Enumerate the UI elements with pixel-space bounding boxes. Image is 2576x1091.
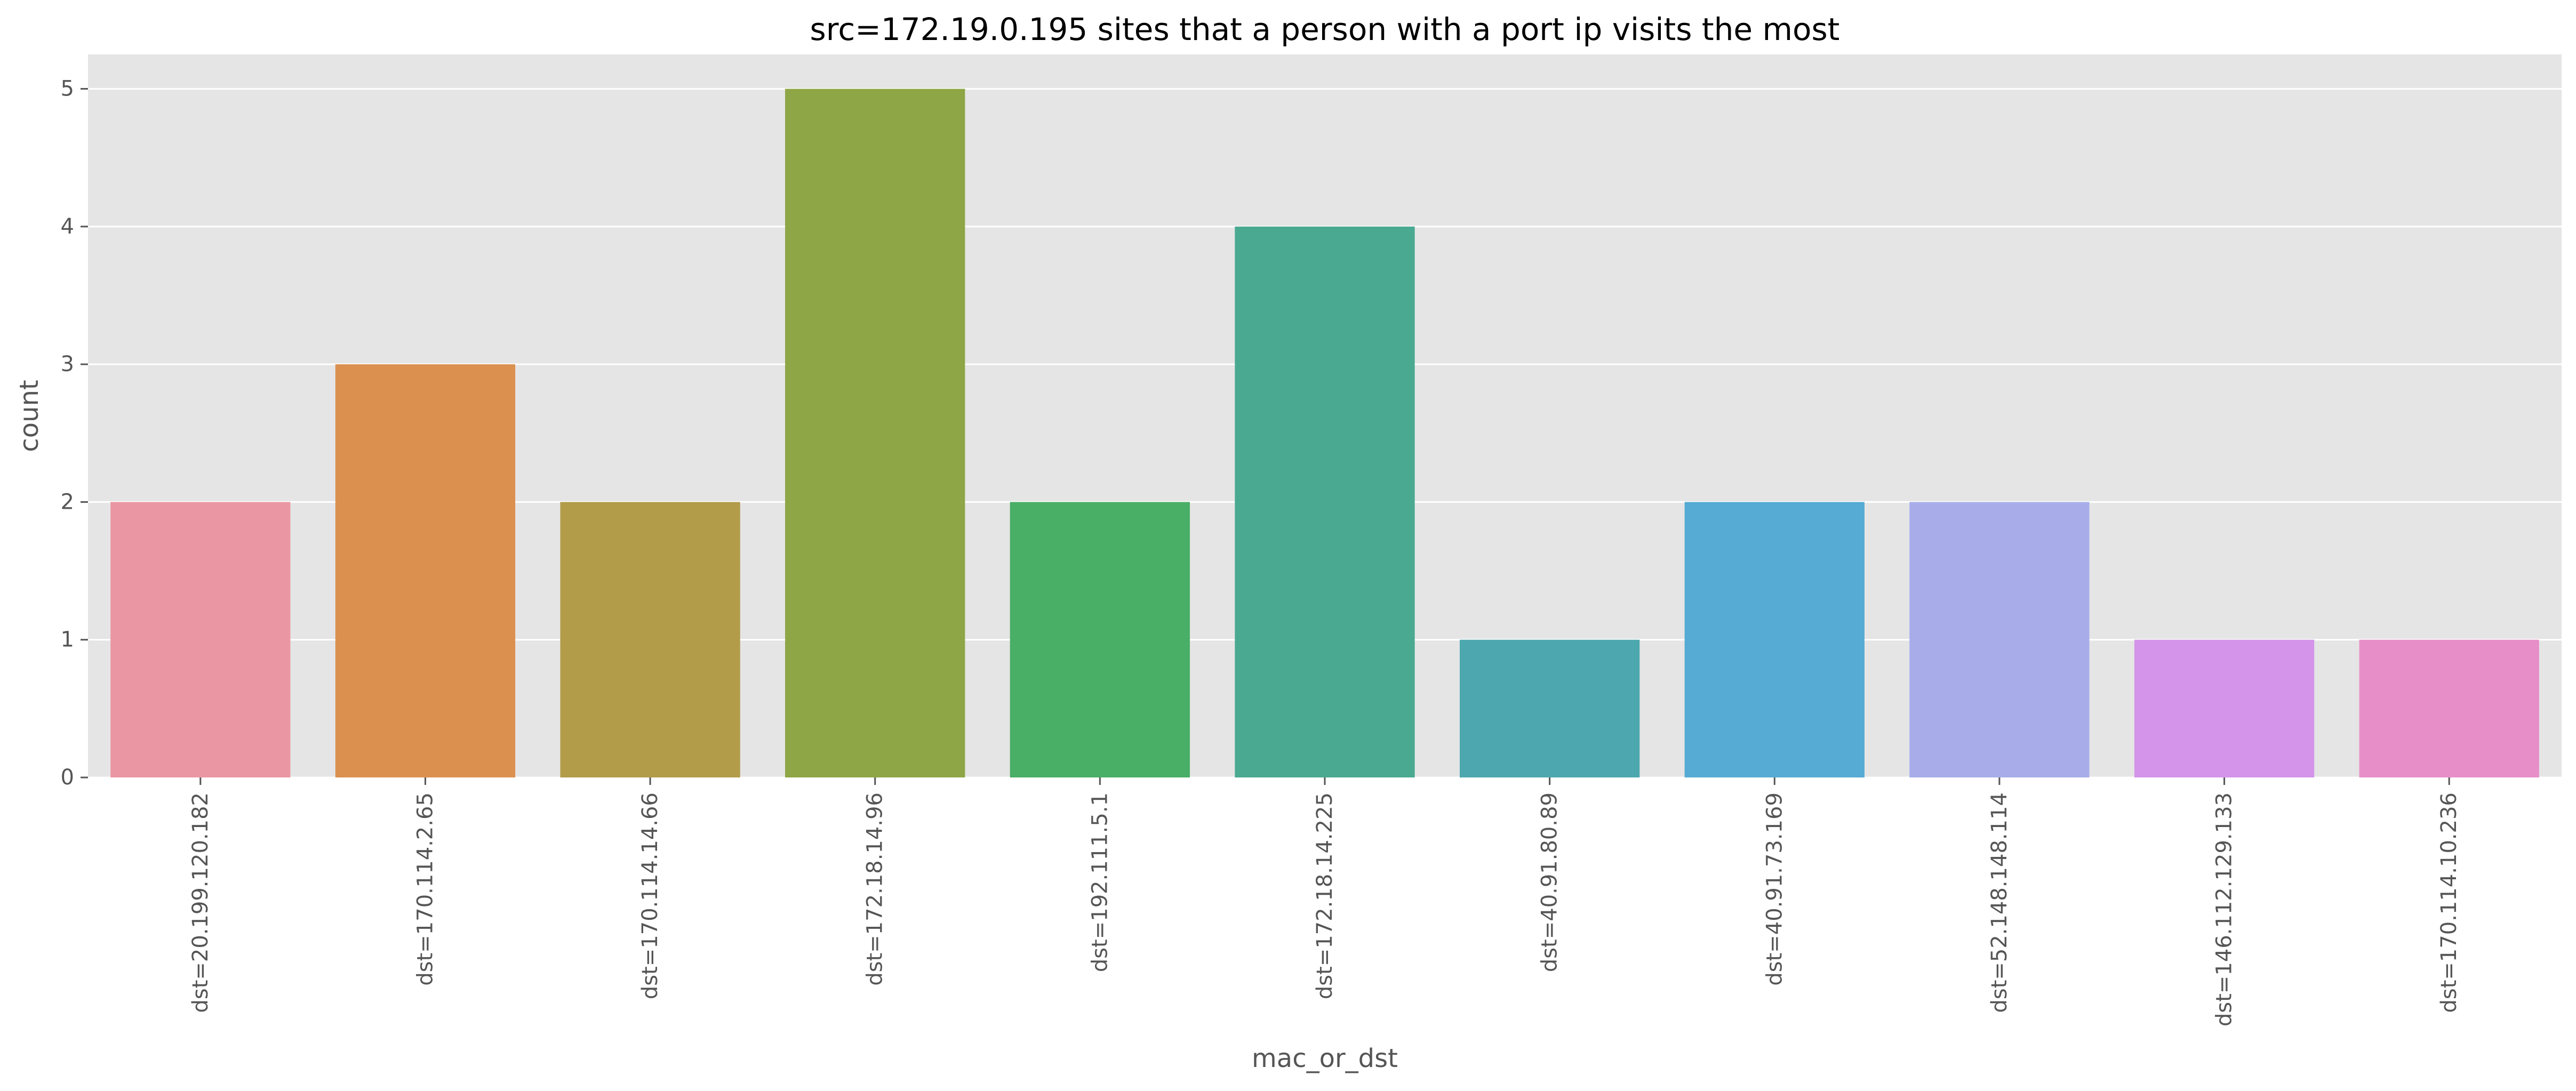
- x-tick-label: dst=40.91.73.169: [1762, 792, 1787, 986]
- x-tick-label: dst=192.111.5.1: [1087, 792, 1112, 972]
- bar: [1235, 226, 1415, 777]
- bar: [1684, 502, 1865, 777]
- x-tick-label: dst=170.114.2.65: [413, 792, 437, 986]
- y-tick-label: 4: [61, 214, 74, 239]
- x-axis: dst=20.199.120.182 dst=170.114.2.65 dst=17…: [188, 777, 2461, 1026]
- bar: [785, 89, 965, 778]
- x-axis-label: mac_or_dst: [1252, 1044, 1398, 1073]
- y-tick-label: 3: [61, 352, 74, 376]
- bar: [560, 502, 740, 777]
- y-tick-label: 2: [61, 490, 74, 514]
- y-tick-label: 1: [61, 628, 74, 652]
- y-tick-label: 0: [61, 765, 74, 790]
- x-tick-label: dst=146.112.129.133: [2212, 792, 2237, 1026]
- x-tick-label: dst=172.18.14.225: [1313, 792, 1337, 999]
- bar: [1459, 639, 1640, 777]
- bars: [110, 89, 2539, 778]
- bar: [2134, 639, 2315, 777]
- bar: [1010, 502, 1190, 777]
- x-tick-label: dst=52.148.148.114: [1987, 792, 2012, 1013]
- x-tick-label: dst=170.114.14.66: [638, 792, 662, 999]
- chart-title: src=172.19.0.195 sites that a person wit…: [810, 11, 1840, 47]
- x-tick-label: dst=170.114.10.236: [2437, 792, 2461, 1013]
- x-tick-label: dst=20.199.120.182: [188, 792, 213, 1013]
- bar: [1909, 502, 2090, 777]
- x-tick-label: dst=172.18.14.96: [863, 792, 887, 986]
- bar: [2359, 639, 2539, 777]
- y-axis: 0 1 2 3 4 5: [61, 77, 88, 790]
- x-tick-label: dst=40.91.80.89: [1538, 792, 1562, 972]
- y-tick-label: 5: [61, 77, 74, 101]
- bar: [335, 364, 516, 777]
- bar: [110, 502, 291, 777]
- y-axis-label: count: [14, 380, 44, 452]
